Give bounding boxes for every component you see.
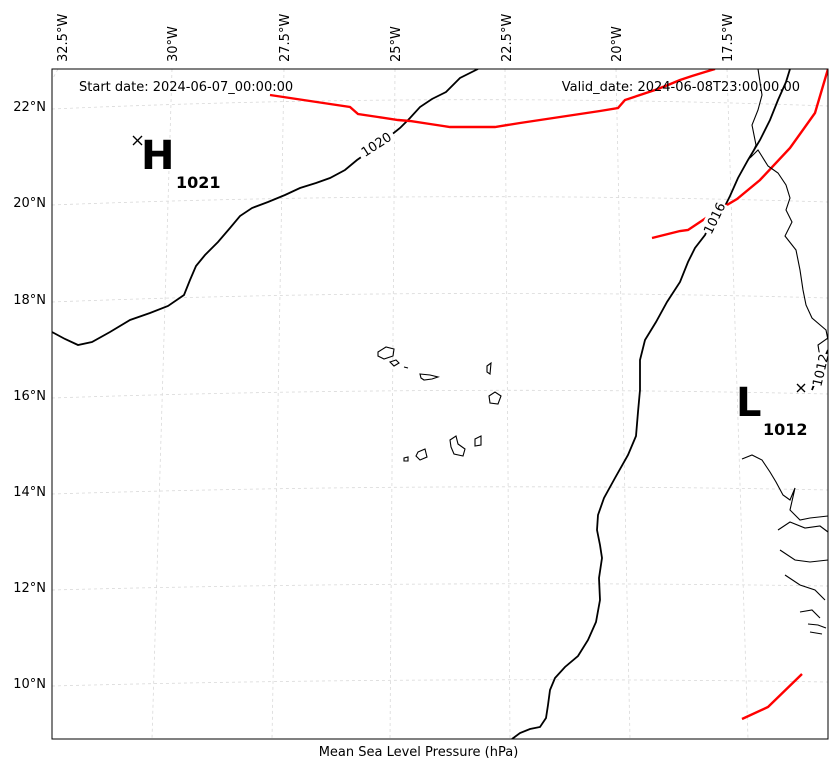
map-caption: Mean Sea Level Pressure (hPa) xyxy=(318,745,519,760)
island-brava xyxy=(403,456,409,462)
island-fogo xyxy=(415,448,428,461)
start-date: Start date: 2024-06-07_00:00:00 xyxy=(79,80,293,95)
front-south xyxy=(741,673,803,721)
lon-axis: 32.5°W 30°W 27.5°W 25°W 22.5°W 20°W 17.5… xyxy=(56,14,736,62)
low-center-marker xyxy=(796,383,806,393)
lon-tick: 30°W xyxy=(166,26,181,62)
lat-tick: 10°N xyxy=(13,677,46,692)
high-center-marker xyxy=(132,135,143,146)
high-letter: H xyxy=(141,133,174,179)
valid-date: Valid_date: 2024-06-08T23:00:00.00 xyxy=(562,80,800,95)
lat-axis: 22°N 20°N 18°N 16°N 14°N 12°N 10°N xyxy=(13,100,46,692)
island-boa-vista xyxy=(488,391,502,405)
low-letter: L xyxy=(736,380,762,426)
island-santiago xyxy=(449,435,466,457)
islands xyxy=(377,346,502,462)
lon-tick: 27.5°W xyxy=(278,14,293,62)
island-sao-nicolau xyxy=(419,373,440,381)
isobar-label-1012: 1012 xyxy=(810,353,832,389)
lon-tick: 25°W xyxy=(389,26,404,62)
lat-tick: 22°N xyxy=(13,100,46,115)
lat-tick: 18°N xyxy=(13,293,46,308)
coastline xyxy=(741,69,828,635)
high-value: 1021 xyxy=(176,173,221,192)
low-value: 1012 xyxy=(763,420,808,439)
front-north xyxy=(269,69,716,129)
lon-tick: 22.5°W xyxy=(500,14,515,62)
isobar-1016 xyxy=(511,69,791,739)
lon-tick: 32.5°W xyxy=(56,14,71,62)
lon-tick: 20°W xyxy=(610,26,625,62)
lat-tick: 16°N xyxy=(13,389,46,404)
island-sao-vicente xyxy=(388,359,400,367)
lon-tick: 17.5°W xyxy=(721,14,736,62)
island-santo-antao xyxy=(377,346,395,360)
lat-tick: 14°N xyxy=(13,485,46,500)
lat-tick: 12°N xyxy=(13,581,46,596)
island-sal xyxy=(486,361,492,375)
isobar-1020 xyxy=(52,69,479,346)
island-santa-luzia xyxy=(403,366,409,369)
lat-tick: 20°N xyxy=(13,196,46,211)
map-frame xyxy=(51,68,829,740)
island-maio xyxy=(474,435,482,447)
graticule xyxy=(52,69,828,739)
